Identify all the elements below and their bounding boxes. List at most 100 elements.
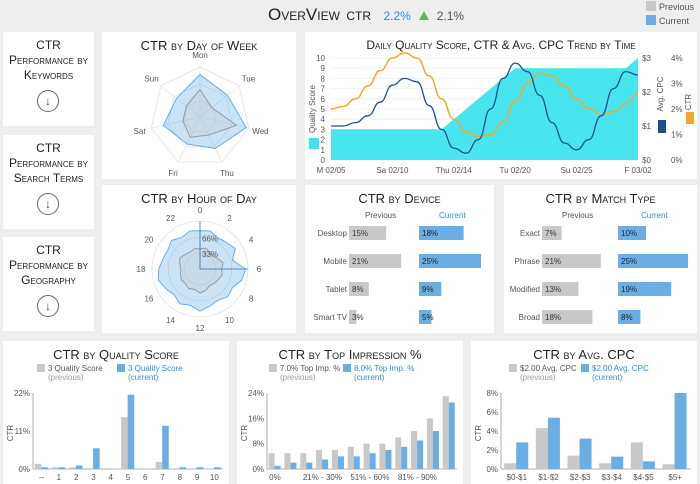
avg-cpc-title: CTR by Avg. CPC bbox=[533, 347, 635, 362]
y-tick: 0% bbox=[486, 465, 498, 474]
impression-legend-current-label: 8.0% Top Imp. % bbox=[354, 364, 415, 373]
bar-previous-label: 3% bbox=[352, 313, 364, 322]
y-left-tick: 1 bbox=[321, 146, 326, 155]
radar-ring-label: 66% bbox=[202, 234, 218, 243]
bar-previous bbox=[52, 467, 59, 469]
x-tick: 8 bbox=[178, 473, 183, 482]
arrow-down-circle-icon[interactable]: ↓ bbox=[37, 295, 59, 317]
row-label: Exact bbox=[520, 229, 541, 238]
x-tick: 21% - 30% bbox=[303, 473, 342, 482]
y-right-tick: 4% bbox=[671, 54, 683, 63]
legend-current: Current bbox=[646, 15, 689, 26]
radar-hour-label: 4 bbox=[249, 236, 254, 245]
x-axis-label: Thu 02/14 bbox=[436, 166, 473, 175]
y-tick: 8% bbox=[252, 440, 264, 449]
bar-previous-label: 21% bbox=[352, 257, 368, 266]
arrow-down-circle-icon[interactable]: ↓ bbox=[37, 193, 59, 215]
bar-current bbox=[419, 226, 464, 240]
radar-series-current bbox=[157, 230, 247, 312]
legend-swatch-current bbox=[343, 364, 351, 372]
avg-cpc-series-swatch bbox=[658, 120, 666, 133]
y-right-tick: 0% bbox=[671, 156, 683, 165]
radar-hour-label: 12 bbox=[196, 324, 205, 333]
radar-axis-label: Fri bbox=[168, 169, 178, 178]
device-card: CTR by Device Previous Current Desktop 15… bbox=[305, 185, 494, 333]
bar-previous-label: 18% bbox=[545, 313, 561, 322]
page-subtitle: CTR bbox=[346, 9, 372, 23]
ctr-series-swatch bbox=[686, 112, 694, 124]
x-tick: 5 bbox=[126, 473, 131, 482]
radar-grid-ring bbox=[167, 83, 233, 148]
bar-previous bbox=[349, 310, 357, 324]
bar-previous bbox=[662, 464, 675, 469]
nav-card-keywords-label: CTR Performance by Keywords bbox=[9, 38, 88, 82]
bar-previous bbox=[155, 462, 163, 469]
nav-card-geography[interactable]: CTR Performance by Geography ↓ bbox=[3, 237, 94, 331]
y-left-tick: 9 bbox=[321, 64, 326, 73]
row-label: Modified bbox=[510, 285, 540, 294]
legend-label-current: Current bbox=[659, 16, 690, 26]
radar-axis-label: Sun bbox=[144, 74, 158, 83]
x-axis-label: Su 02/25 bbox=[561, 166, 594, 175]
radar-series-previous bbox=[182, 89, 238, 138]
previous-ctr-value: 2.1% bbox=[436, 9, 465, 23]
bar-previous bbox=[411, 431, 418, 469]
radar-hour-label: 10 bbox=[225, 316, 234, 325]
match-type-card: CTR by Match Type Previous Current Exact… bbox=[504, 185, 697, 333]
impression-legend-current: 8.0% Top Imp. % (current) bbox=[343, 364, 414, 382]
radar-series-current bbox=[162, 74, 247, 149]
bar-current bbox=[127, 394, 135, 469]
radar-axis-label: Sat bbox=[134, 127, 147, 136]
match-type-col-previous: Previous bbox=[562, 211, 594, 220]
y-tick: 8% bbox=[486, 389, 498, 398]
bar-current-label: 5% bbox=[422, 313, 434, 322]
x-tick: $4-$5 bbox=[633, 473, 654, 482]
x-tick: 7 bbox=[160, 473, 165, 482]
x-tick: 0% bbox=[269, 473, 281, 482]
radar-hour-label: 8 bbox=[249, 295, 254, 304]
current-ctr-value: 2.2% bbox=[383, 9, 411, 23]
y-left-axis-label: Quality Score bbox=[308, 84, 317, 133]
y-tick: 16% bbox=[248, 414, 264, 423]
x-axis-label: F 03/02 bbox=[624, 166, 652, 175]
bar-current bbox=[179, 467, 187, 469]
quality-score-legend-previous-label: 3 Quality Score bbox=[48, 364, 103, 373]
bar-previous-label: 13% bbox=[545, 285, 561, 294]
bar-current-label: 19% bbox=[621, 285, 637, 294]
nav-card-keywords[interactable]: CTR Performance by Keywords ↓ bbox=[3, 32, 94, 126]
bar-previous bbox=[331, 450, 338, 469]
day-of-week-title: CTR by Day of Week bbox=[140, 38, 258, 53]
impression-legend-previous-sub: (previous) bbox=[280, 373, 316, 382]
x-tick: 81% - 90% bbox=[398, 473, 437, 482]
trend-up-icon bbox=[419, 11, 430, 20]
radar-series-previous bbox=[179, 247, 224, 294]
nav-card-search-terms[interactable]: CTR Performance by Search Terms ↓ bbox=[3, 135, 94, 229]
x-axis-label: Sa 02/10 bbox=[376, 166, 409, 175]
legend-previous: Previous bbox=[646, 1, 694, 12]
bar-current bbox=[369, 453, 376, 469]
y-left-tick: 8 bbox=[321, 74, 326, 83]
bar-previous-label: 15% bbox=[352, 229, 368, 238]
radar-axis-label: Mon bbox=[192, 51, 208, 60]
bar-previous bbox=[379, 443, 386, 469]
bar-current bbox=[306, 462, 313, 469]
x-tick: 6 bbox=[143, 473, 148, 482]
bar-previous bbox=[599, 463, 612, 469]
bar-current bbox=[579, 438, 592, 469]
x-tick: 4 bbox=[109, 473, 114, 482]
x-tick: 51% - 60% bbox=[350, 473, 389, 482]
y-mid-tick: $3 bbox=[642, 54, 651, 63]
x-axis-label: M 02/05 bbox=[317, 166, 346, 175]
avg-cpc-legend-previous-label: $2.00 Avg. CPC bbox=[520, 364, 577, 373]
y-tick: 22% bbox=[14, 389, 30, 398]
row-label: Mobile bbox=[323, 257, 347, 266]
y-tick: 4% bbox=[486, 427, 498, 436]
bar-current bbox=[214, 467, 221, 469]
radar-axis-label: Thu bbox=[220, 169, 234, 178]
impression-legend-previous-label: 7.0% Top Imp. % bbox=[280, 364, 341, 373]
y-mid-tick: $2 bbox=[642, 88, 651, 97]
bar-current bbox=[419, 310, 432, 324]
arrow-down-circle-icon[interactable]: ↓ bbox=[37, 90, 59, 112]
x-tick: $1-$2 bbox=[538, 473, 559, 482]
device-title: CTR by Device bbox=[358, 191, 441, 206]
